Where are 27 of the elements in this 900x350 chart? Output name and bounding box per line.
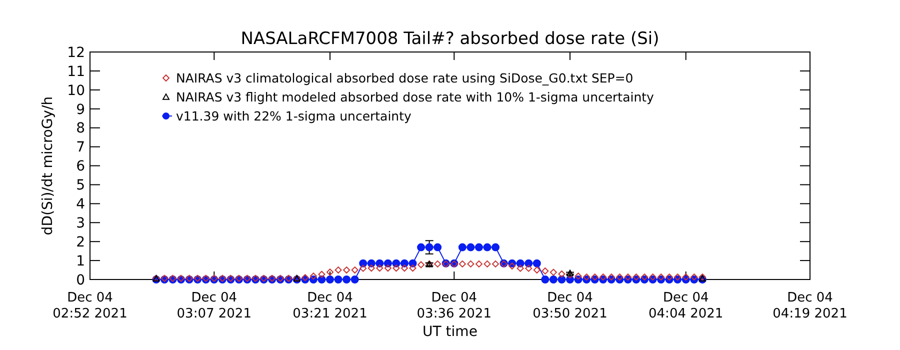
y-tick-label: 5 (76, 178, 85, 194)
point (566, 270, 574, 276)
y-tick-label: 7 (76, 140, 85, 156)
x-tick-label: Dec 04 04:19 2021 (772, 290, 848, 322)
y-tick-label: 12 (67, 44, 85, 61)
y-tick-label: 3 (76, 216, 85, 232)
y-tick-label: 10 (67, 82, 85, 99)
x-tick-label: Dec 04 03:36 2021 (416, 290, 492, 322)
y-tick-label: 9 (76, 102, 85, 118)
y-tick-label: 2 (76, 234, 85, 250)
x-axis-title: UT time (422, 324, 478, 340)
x-tick-label: Dec 04 03:21 2021 (292, 290, 368, 322)
y-tick-label: 8 (76, 120, 85, 137)
y-tick-label: 1 (76, 253, 85, 270)
y-tick-label: 0 (76, 272, 85, 288)
chart-title: NASALaRCFM7008 Tail#? absorbed dose rate (Si) (240, 29, 660, 49)
legend-label: NAIRAS v3 flight modeled absorbed dose rate with 10% 1-sigma uncertainty (176, 89, 655, 104)
x-tick-label: Dec 04 02:52 2021 (52, 290, 128, 322)
x-tick-label: Dec 04 03:50 2021 (532, 290, 608, 322)
legend-label: v11.39 with 22% 1-sigma uncertainty (176, 108, 412, 124)
legend-label: NAIRAS v3 climatological absorbed dose rate using SiDose_G0.txt SEP=0 (176, 70, 634, 86)
y-tick-label: 4 (76, 196, 86, 213)
x-tick-label: Dec 04 03:07 2021 (176, 290, 252, 322)
y-tick-label: 11 (67, 64, 85, 80)
y-axis-title: dD(Si)/dt microGy/h (40, 96, 56, 236)
x-tick-label: Dec 04 04:04 2021 (648, 290, 724, 322)
y-tick-label: 6 (76, 158, 86, 175)
